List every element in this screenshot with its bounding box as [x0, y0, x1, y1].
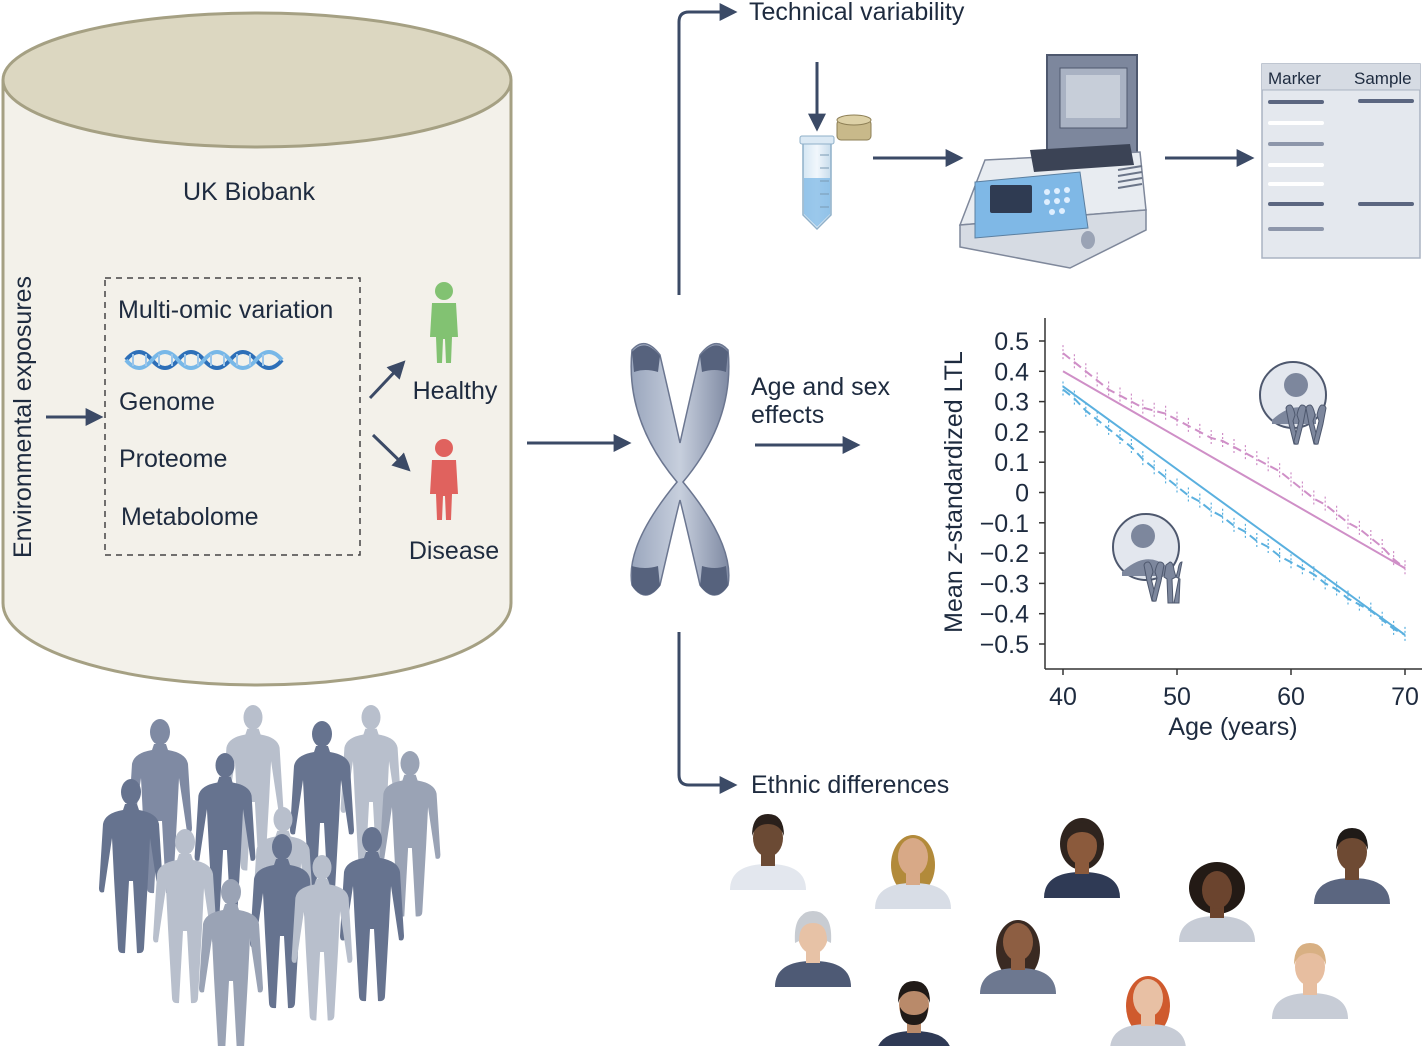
- healthy-label: Healthy: [413, 377, 498, 405]
- gel-plate-icon: [1261, 63, 1421, 259]
- y-tick-label: 0.2: [994, 419, 1029, 447]
- person-silhouette: [379, 751, 441, 917]
- omics-item-proteome: Proteome: [119, 445, 227, 473]
- person-face-icon: [1314, 828, 1390, 904]
- y-tick-label: 0.1: [994, 449, 1029, 477]
- healthy-arrow: [368, 360, 406, 400]
- person-face-icon: [875, 835, 951, 909]
- x-axis-label: Age (years): [1168, 713, 1297, 741]
- healthy-person-icon: [430, 282, 458, 363]
- y-tick-label: −0.4: [980, 601, 1029, 629]
- male-xy-icon: [1112, 513, 1183, 604]
- y-tick-label: 0.3: [994, 389, 1029, 417]
- y-tick-label: 0.4: [994, 358, 1029, 386]
- person-silhouette: [128, 719, 192, 894]
- person-face-icon: [1272, 943, 1348, 1019]
- chromosome-icon: [630, 342, 730, 596]
- person-silhouette: [340, 705, 402, 871]
- biobank-cylinder: [1, 11, 513, 687]
- crowd-silhouettes: [99, 705, 441, 1046]
- omics-item-metabolome: Metabolome: [121, 503, 259, 531]
- age-sex-label-line2: effects: [751, 401, 824, 429]
- person-face-icon: [1110, 976, 1186, 1046]
- ethnic-branch-arrow: [677, 632, 738, 794]
- gel-sample-label: Sample: [1354, 69, 1412, 88]
- person-silhouette: [222, 705, 284, 871]
- person-face-icon: [775, 911, 851, 987]
- female-xx-icon: [1259, 361, 1327, 445]
- person-silhouette: [194, 753, 256, 919]
- y-tick-label: −0.1: [980, 510, 1029, 538]
- technical-branch-arrow: [677, 3, 738, 295]
- disease-arrow: [371, 433, 411, 472]
- technical-variability-label: Technical variability: [749, 0, 965, 26]
- person-silhouette: [153, 829, 217, 1004]
- female-series: [1062, 345, 1406, 577]
- fit-line: [1062, 385, 1406, 636]
- person-face-icon: [878, 981, 950, 1046]
- person-silhouette: [340, 827, 404, 1002]
- ltl-age-chart: 0.50.4 0.30.20.1 0−0.1−0.2−0.3 −0.4−0.5 40 50…: [940, 318, 1422, 741]
- omics-dashed-box: [104, 277, 361, 556]
- male-series: [1062, 381, 1406, 643]
- ethnic-differences-label: Ethnic differences: [751, 771, 949, 799]
- y-tick-label: 0: [1015, 480, 1029, 508]
- x-tick-label: 50: [1163, 683, 1191, 711]
- y-tick-label: −0.5: [980, 631, 1029, 659]
- person-face-icon: [1179, 862, 1255, 942]
- y-tick-label: −0.3: [980, 570, 1029, 598]
- person-silhouette: [199, 879, 263, 1046]
- omics-item-genome: Genome: [119, 388, 215, 416]
- y-axis-label: Mean z-standardized LTL: [940, 351, 968, 633]
- fit-line: [1062, 370, 1406, 570]
- person-face-icon: [1044, 818, 1120, 898]
- environmental-exposures-label: Environmental exposures: [9, 276, 37, 558]
- gel-bands: [1268, 99, 1414, 231]
- disease-person-icon: [430, 439, 458, 520]
- person-face-icon: [980, 920, 1056, 994]
- person-silhouette: [291, 855, 353, 1021]
- gel-marker-label: Marker: [1268, 69, 1321, 88]
- test-tube-icon: [799, 114, 872, 231]
- disease-label: Disease: [409, 537, 499, 565]
- pcr-machine-icon: [958, 54, 1147, 269]
- x-tick-label: 40: [1049, 683, 1077, 711]
- x-tick-label: 60: [1277, 683, 1305, 711]
- biobank-title: UK Biobank: [183, 178, 316, 206]
- mean-line: [1062, 388, 1406, 636]
- omics-heading: Multi-omic variation: [118, 296, 333, 324]
- mean-line: [1062, 352, 1406, 570]
- dna-helix-icon: [124, 350, 284, 370]
- age-sex-label-line1: Age and sex: [751, 373, 890, 401]
- person-silhouette: [99, 779, 163, 954]
- x-tick-label: 70: [1391, 683, 1419, 711]
- y-tick-label: −0.2: [980, 540, 1029, 568]
- person-face-icon: [730, 814, 806, 890]
- diverse-faces: [730, 814, 1390, 1046]
- person-silhouette: [290, 721, 354, 896]
- y-tick-label: 0.5: [994, 328, 1029, 356]
